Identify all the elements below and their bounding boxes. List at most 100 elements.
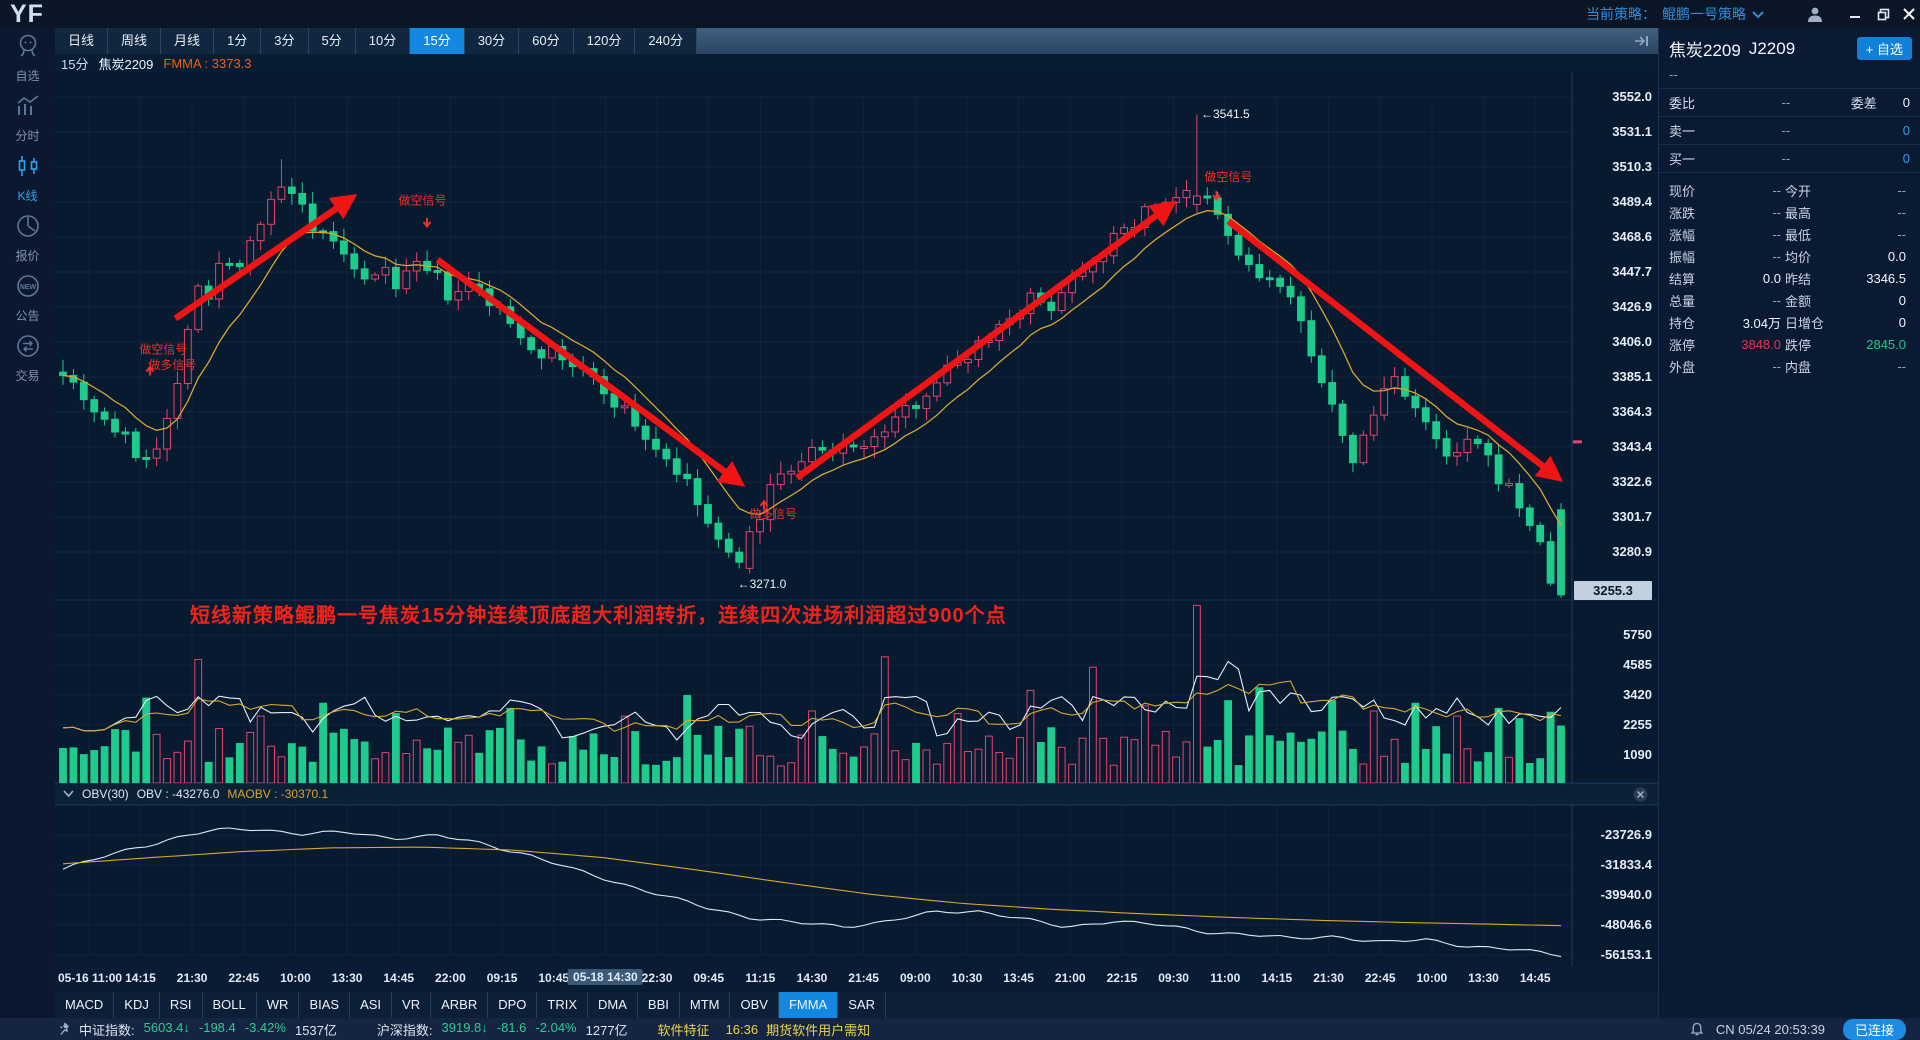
time-axis-label: 09:15	[486, 971, 518, 985]
stat-value: --	[1897, 204, 1906, 220]
time-axis-label: 05-16 11:00	[58, 971, 123, 985]
signal-annotation: 做空信号	[139, 342, 187, 357]
svg-text:3489.4: 3489.4	[1612, 194, 1653, 209]
minimize-button[interactable]	[1846, 6, 1864, 22]
indicator-tab-macd[interactable]: MACD	[55, 992, 115, 1018]
stat-row: 振幅 -- 均价 0.0	[1669, 245, 1910, 267]
indicator-tab-mtm[interactable]: MTM	[680, 992, 731, 1018]
stat-value: --	[1772, 226, 1781, 242]
sidebar-item-label: 公告	[15, 308, 40, 323]
kline-chart[interactable]: 3552.0 3531.1 3510.3 3489.4 3468.6 3447.7 3426…	[55, 72, 1658, 966]
strategy-selector[interactable]: 当前策略： 鲲鹏一号策略	[1586, 0, 1764, 28]
connection-status-badge[interactable]: 已连接	[1842, 1018, 1906, 1040]
stat-value: --	[1772, 182, 1781, 198]
time-axis-label: 21:30	[176, 971, 208, 985]
user-icon[interactable]	[1806, 5, 1824, 28]
timeframe-tab-60分[interactable]: 60分	[519, 28, 574, 54]
time-axis-label: 21:00	[1054, 971, 1086, 985]
indicator-tab-rsi[interactable]: RSI	[160, 992, 203, 1018]
indicator-tab-fmma[interactable]: FMMA	[778, 992, 839, 1018]
stat-row: 现价 -- 今开 --	[1669, 179, 1910, 201]
announcements-icon: NEW	[13, 273, 43, 304]
stat-row: 涨幅 -- 最低 --	[1669, 223, 1910, 245]
indicator-tab-dpo[interactable]: DPO	[488, 992, 538, 1018]
indicator-tab-boll[interactable]: BOLL	[203, 992, 257, 1018]
obv-value: OBV : -43276.0	[136, 787, 220, 801]
indicator-tab-dma[interactable]: DMA	[588, 992, 638, 1018]
timeframe-tab-周线[interactable]: 周线	[108, 28, 162, 54]
sidebar-item-trade[interactable]: 交易	[0, 328, 55, 388]
stat-row: 涨停 3848.0 跌停 2845.0	[1669, 333, 1910, 355]
collapse-panel-icon[interactable]	[1634, 28, 1658, 54]
timeframe-tab-1分[interactable]: 1分	[214, 28, 262, 54]
orderbook-label: 委比	[1669, 96, 1696, 111]
contract-name: 焦炭2209	[1669, 41, 1741, 60]
timeframe-tab-15分[interactable]: 15分	[410, 28, 465, 54]
sidebar-item-announcements[interactable]: NEW 公告	[0, 268, 55, 328]
obv-indicator-name: OBV(30)	[82, 787, 129, 801]
indicator-tab-vr[interactable]: VR	[392, 992, 432, 1018]
sidebar-item-kline[interactable]: K线	[0, 148, 55, 208]
timeframe-tab-3分[interactable]: 3分	[261, 28, 309, 54]
stat-value: 0	[1898, 314, 1906, 330]
orderbook-row: 委比 -- 委差 0	[1659, 89, 1920, 117]
obv-panel-header: OBV(30) OBV : -43276.0 MAOBV : -30370.1	[55, 783, 1658, 805]
indicator-tab-asi[interactable]: ASI	[350, 992, 393, 1018]
stat-label: 涨停	[1669, 337, 1696, 353]
svg-text:3531.1: 3531.1	[1612, 124, 1652, 139]
stat-label: 内盘	[1785, 359, 1812, 375]
time-axis-label: 14:45	[1519, 971, 1551, 985]
time-axis-label: 11:15	[745, 971, 776, 985]
svg-text:-31833.4: -31833.4	[1601, 857, 1653, 872]
sidebar-item-intraday[interactable]: 分时	[0, 88, 55, 148]
stat-label: 持仓	[1669, 315, 1696, 331]
close-button[interactable]	[1900, 6, 1918, 22]
timeframe-tab-30分[interactable]: 30分	[464, 28, 520, 54]
stat-value: 0.0	[1762, 270, 1781, 286]
time-axis-label: 05-18 14:30	[568, 969, 643, 985]
timeframe-tab-日线[interactable]: 日线	[55, 28, 109, 54]
close-indicator-icon[interactable]	[1633, 787, 1648, 802]
clock: CN 05/24 20:53:39	[1715, 1021, 1825, 1037]
timeframe-tab-月线[interactable]: 月线	[161, 28, 215, 54]
add-watchlist-button[interactable]: + 自选	[1856, 37, 1912, 60]
indicator-tab-sar[interactable]: SAR	[838, 992, 886, 1018]
indicator-tab-obv[interactable]: OBV	[730, 992, 779, 1018]
time-axis-label: 22:00	[435, 971, 466, 985]
timeframe-tab-5分[interactable]: 5分	[308, 28, 356, 54]
orderbook-price: --	[1781, 95, 1791, 110]
sidebar-item-label: 报价	[15, 248, 40, 263]
sidebar-item-watchlist[interactable]: 自选	[0, 28, 55, 88]
stat-row: 外盘 -- 内盘 --	[1669, 355, 1910, 377]
orderbook-row: 卖一 -- 0	[1659, 117, 1920, 145]
bell-icon[interactable]	[1690, 1022, 1704, 1037]
stat-label: 外盘	[1669, 359, 1696, 375]
chevron-down-icon[interactable]	[63, 787, 74, 801]
signal-annotation: 做空信号	[1204, 169, 1252, 184]
timeframe-tab-120分[interactable]: 120分	[573, 28, 636, 54]
timeframe-tab-10分[interactable]: 10分	[355, 28, 411, 54]
timeframe-tab-240分[interactable]: 240分	[635, 28, 698, 54]
index-name: 中证指数:	[79, 1022, 135, 1038]
restore-button[interactable]	[1874, 6, 1892, 22]
sidebar-item-label: K线	[17, 188, 38, 203]
stat-row: 总量 -- 金额 0	[1669, 289, 1910, 311]
notice-link[interactable]: 期货软件用户需知	[766, 1022, 871, 1038]
indicator-tab-wr[interactable]: WR	[257, 992, 300, 1018]
indicator-tab-kdj[interactable]: KDJ	[114, 992, 160, 1018]
indicator-tab-bias[interactable]: BIAS	[299, 992, 351, 1018]
indicator-tab-trix[interactable]: TRIX	[537, 992, 589, 1018]
time-axis-label: 10:00	[280, 971, 311, 985]
sidebar-item-label: 自选	[15, 68, 40, 83]
pin-icon[interactable]	[58, 1022, 71, 1036]
software-feature-link[interactable]: 软件特征	[657, 1022, 710, 1038]
sidebar-item-label: 交易	[15, 368, 40, 383]
quote-panel: 焦炭2209 J2209 + 自选 -- 委比 -- 委差 0 卖一 -- 0 买一 -- 0 现…	[1658, 28, 1920, 1018]
index-name: 沪深指数:	[376, 1022, 433, 1038]
sidebar-item-quotes[interactable]: 报价	[0, 208, 55, 268]
stat-label: 最低	[1785, 227, 1812, 243]
indicator-tab-arbr[interactable]: ARBR	[431, 992, 489, 1018]
indicator-tab-bbi[interactable]: BBI	[638, 992, 680, 1018]
stat-value: 3346.5	[1866, 270, 1906, 286]
index-quote: 沪深指数: 3919.8↓ -81.6 -2.04% 1277亿	[377, 1020, 628, 1039]
